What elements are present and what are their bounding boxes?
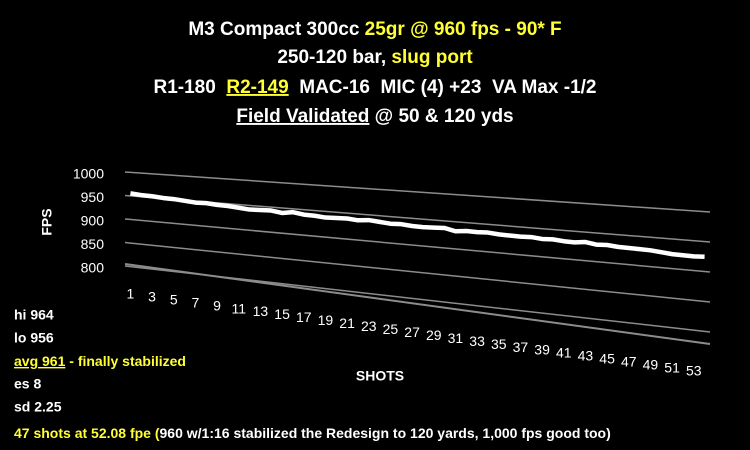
x-tick-label: 29 <box>426 327 442 343</box>
y-axis-label: FPS <box>39 208 55 235</box>
note: es 8 <box>14 376 41 392</box>
title-line: Field Validated @ 50 & 120 yds <box>236 106 513 127</box>
x-tick-label: 13 <box>253 303 269 319</box>
grid-line <box>124 241 711 303</box>
y-tick-label: 900 <box>81 213 105 229</box>
x-tick-label: 51 <box>664 360 680 376</box>
x-tick-label: 15 <box>274 306 290 322</box>
note: hi 964 <box>14 307 54 323</box>
x-tick-label: 27 <box>404 324 420 340</box>
title-text: Field Validated <box>236 106 369 127</box>
x-tick-label: 35 <box>491 336 507 352</box>
x-tick-label: 25 <box>383 321 399 337</box>
x-tick-label: 1 <box>127 285 135 301</box>
data-line <box>130 191 705 260</box>
x-tick-label: 45 <box>599 351 615 367</box>
y-tick-label: 950 <box>81 189 105 205</box>
x-tick-label: 31 <box>448 330 464 346</box>
note: 47 shots at 52.08 fpe (960 w/1:16 stabil… <box>14 425 611 441</box>
note-text: 960 w/1:16 stabilized the Redesign to 12… <box>160 425 611 441</box>
title-line: M3 Compact 300cc 25gr @ 960 fps - 90* F <box>188 19 561 40</box>
x-tick-label: 43 <box>578 348 594 364</box>
grid-line <box>124 218 711 273</box>
x-tick-label: 11 <box>231 300 246 316</box>
x-tick-label: 9 <box>213 297 221 313</box>
x-tick-label: 47 <box>621 354 637 370</box>
x-tick-label: 41 <box>556 345 572 361</box>
x-tick-label: 37 <box>513 339 529 355</box>
y-tick-label: 1000 <box>73 166 104 182</box>
title-text: M3 Compact 300cc <box>188 19 364 40</box>
y-tick-label: 800 <box>81 260 105 276</box>
title-text: @ 50 & 120 yds <box>369 106 513 127</box>
title-text: 25gr @ 960 fps - 90* F <box>365 19 562 40</box>
note-text: avg 961 <box>14 353 66 369</box>
note-text: 47 shots at 52.08 fpe ( <box>14 425 160 441</box>
x-tick-label: 3 <box>148 288 156 304</box>
title-text: R1-180 <box>154 77 227 98</box>
note: sd 2.25 <box>14 399 62 415</box>
title-text: slug port <box>391 47 473 68</box>
title-text: 250-120 bar, <box>277 47 391 68</box>
x-axis-label: SHOTS <box>356 368 404 384</box>
grid-line <box>124 171 711 213</box>
x-axis-floor <box>124 263 711 345</box>
x-tick-label: 19 <box>318 312 334 328</box>
note-text: - finally stabilized <box>65 353 186 369</box>
y-tick-label: 850 <box>81 236 105 252</box>
x-tick-label: 39 <box>534 342 550 358</box>
x-tick-label: 53 <box>686 362 702 378</box>
x-tick-label: 49 <box>643 357 659 373</box>
x-tick-label: 17 <box>296 309 312 325</box>
title-line: R1-180 R2-149 MAC-16 MIC (4) +23 VA Max … <box>154 77 597 98</box>
x-tick-label: 7 <box>192 294 200 310</box>
x-tick-label: 5 <box>170 291 178 307</box>
x-tick-label: 21 <box>339 315 355 331</box>
note: avg 961 - finally stabilized <box>14 353 186 369</box>
title-line: 250-120 bar, slug port <box>277 47 473 68</box>
note: lo 956 <box>14 330 54 346</box>
x-tick-label: 33 <box>469 333 485 349</box>
title-text: MAC-16 MIC (4) +23 VA Max -1/2 <box>289 77 597 98</box>
title-text: R2-149 <box>226 77 288 98</box>
x-tick-label: 23 <box>361 318 377 334</box>
